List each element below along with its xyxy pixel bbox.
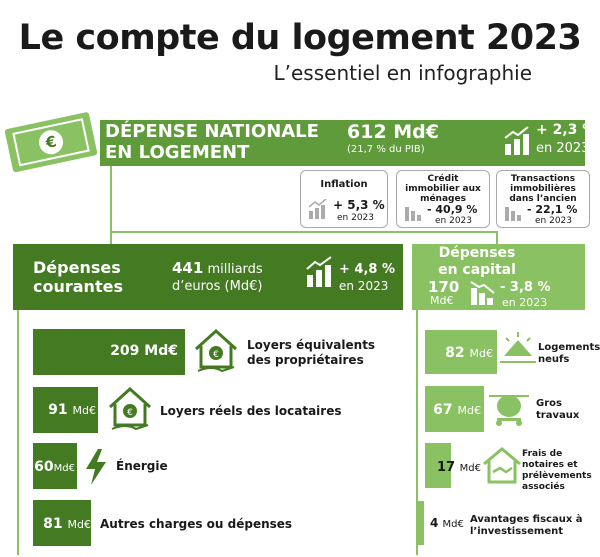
connector-line [496, 231, 498, 245]
growth-chart-icon [309, 199, 327, 219]
other-charges-label: Autres charges ou dépenses [100, 517, 293, 531]
indicator-inflation: Inflation + 5,3 % en 2023 [300, 170, 388, 228]
banner-label: DÉPENSE NATIONALE EN LOGEMENT [105, 121, 319, 163]
svg-text:€: € [127, 408, 133, 418]
rent-tenants-value: 91 Md€ [48, 402, 96, 418]
page-subtitle: L’essentiel en infographie [273, 61, 533, 85]
connector-line [110, 231, 497, 233]
current-spending-label: Dépenses courantes [33, 258, 123, 296]
capital-spending-amount: 170 [428, 278, 460, 296]
banner-year: en 2023 [536, 141, 590, 156]
capital-spending-header [412, 244, 585, 310]
current-spending-year: en 2023 [339, 279, 389, 293]
house-handshake-icon [483, 447, 521, 484]
growth-chart-icon [306, 256, 332, 287]
banner-amount: 612 Md€ [347, 121, 440, 143]
capital-spending-rate: - 3,8 % [500, 280, 551, 295]
rent-tenants-label: Loyers réels des locataires [160, 404, 342, 418]
current-spending-header [13, 244, 403, 310]
other-charges-bar [33, 500, 91, 546]
rent-tenants-bar [33, 387, 98, 433]
decline-chart-icon [470, 281, 495, 305]
major-works-bar [425, 386, 484, 432]
connector-line [110, 231, 112, 245]
major-works-label: Gros travaux [536, 398, 580, 421]
house-money-icon: € [108, 386, 152, 431]
lightning-icon [86, 449, 106, 485]
new-house-icon [500, 332, 536, 363]
notary-fees-value: 17 Md€ [437, 460, 481, 475]
new-housing-value: 82 Md€ [445, 345, 493, 361]
svg-text:€: € [43, 132, 58, 152]
current-spending-rate: + 4,8 % [339, 262, 395, 277]
indicator-transactions: Transactions immobilières dans l’ancien … [496, 170, 590, 228]
growth-chart-icon [504, 126, 529, 155]
tax-advantages-bar [418, 501, 424, 545]
major-works-value: 67 Md€ [433, 402, 481, 418]
capital-spending-label: Dépenses en capital [438, 245, 516, 278]
energy-bar [33, 443, 77, 489]
energy-label: Énergie [116, 459, 168, 473]
decline-chart-icon [405, 207, 421, 221]
connector-line [416, 310, 418, 555]
banner-rate: + 2,3 % [536, 122, 597, 138]
notary-fees-bar [425, 443, 451, 488]
national-spending-banner [100, 120, 585, 166]
other-charges-value: 81 Md€ [43, 516, 91, 532]
house-money-icon: € [194, 328, 238, 373]
notary-fees-label: Frais de notaires et prélèvements associ… [522, 449, 592, 492]
rent-owners-label: Loyers équivalents des propriétaires [247, 338, 376, 367]
banner-amount-note: (21,7 % du PIB) [347, 144, 425, 155]
cement-mixer-icon [489, 395, 529, 426]
rent-owners-value: 209 Md€ [110, 343, 178, 359]
capital-spending-year: en 2023 [502, 296, 548, 309]
current-spending-amount: 441 milliards d’euros (Md€) [172, 259, 263, 295]
banknote-icon: € [4, 112, 98, 172]
connector-line [17, 310, 19, 555]
rent-owners-bar [33, 329, 185, 375]
tax-advantages-label: Avantages fiscaux à l’investissement [470, 514, 583, 537]
tax-advantages-value: 4 Md€ [430, 516, 464, 530]
indicator-credit: Crédit immobilier aux ménages - 40,9 % e… [396, 170, 490, 228]
svg-text:€: € [213, 350, 219, 360]
decline-chart-icon [505, 207, 521, 221]
page-title: Le compte du logement 2023 [18, 18, 582, 58]
new-housing-label: Logements neufs [538, 342, 600, 365]
energy-value: 60Md€ [34, 459, 75, 475]
capital-spending-unit: Md€ [430, 294, 454, 307]
new-housing-bar [425, 330, 497, 374]
connector-line [110, 166, 112, 232]
